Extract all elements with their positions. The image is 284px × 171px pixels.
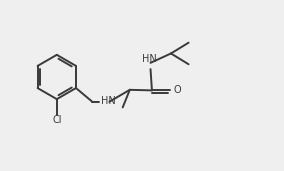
Text: HN: HN <box>142 54 156 64</box>
Text: Cl: Cl <box>52 115 62 125</box>
Text: HN: HN <box>101 96 116 106</box>
Text: O: O <box>173 85 181 95</box>
